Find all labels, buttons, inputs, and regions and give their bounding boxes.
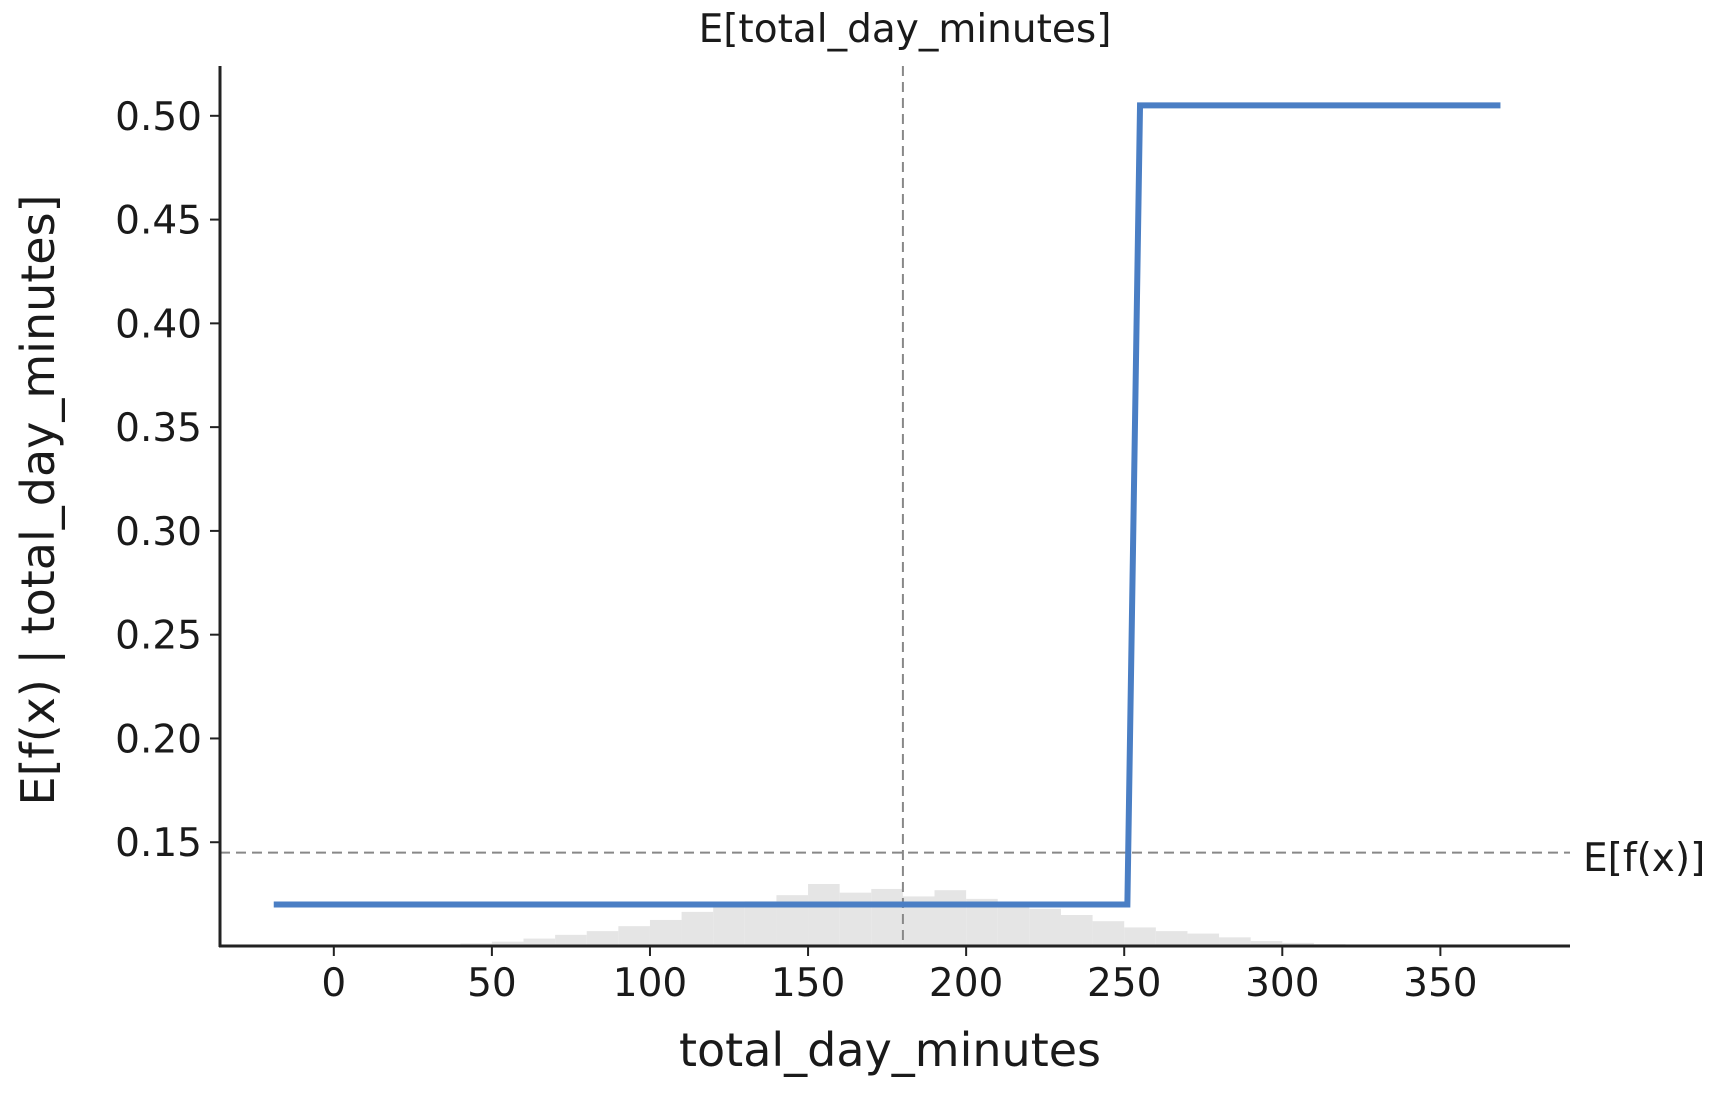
histogram-bar	[1155, 931, 1188, 946]
histogram-bar	[681, 911, 714, 946]
histogram-bar	[555, 934, 587, 946]
histogram-bar	[586, 931, 619, 946]
histogram-bar	[1092, 921, 1125, 946]
histogram-bar	[618, 926, 650, 946]
y-tick-label: 0.30	[115, 510, 202, 555]
y-tick-label: 0.45	[115, 199, 202, 244]
x-tick-label: 100	[613, 961, 687, 1006]
histogram-bar	[1187, 933, 1220, 946]
histogram-bar	[1124, 927, 1156, 946]
y-tick-label: 0.35	[115, 406, 202, 451]
histogram-bar	[871, 888, 903, 946]
x-tick-label: 150	[771, 961, 845, 1006]
axes	[218, 66, 1570, 948]
x-tick-label: 350	[1403, 961, 1477, 1006]
series-layer	[273, 102, 1501, 908]
y-tick-label: 0.50	[115, 95, 202, 140]
histogram-bar	[997, 905, 1030, 946]
histogram-bar	[1282, 942, 1314, 946]
histogram-bar	[1250, 941, 1283, 946]
histogram-bar	[523, 938, 556, 946]
pdp-line	[273, 102, 1501, 908]
x-tick-label: 250	[1087, 961, 1161, 1006]
histogram-bar	[1219, 937, 1251, 946]
y-tick-label: 0.40	[115, 302, 202, 347]
x-tick-label: 0	[321, 961, 346, 1006]
x-tick-label: 50	[467, 961, 517, 1006]
y-tick-label: 0.25	[115, 614, 202, 659]
histogram-bar	[744, 901, 777, 946]
y-tick-label: 0.15	[115, 821, 202, 866]
y-tick-label: 0.20	[115, 717, 202, 762]
histogram-bar	[491, 941, 524, 946]
histogram-bar	[649, 919, 682, 946]
x-axis-title: total_day_minutes	[679, 1023, 1101, 1077]
y-axis-title: E[f(x) | total_day_minutes]	[11, 194, 66, 805]
histogram-bar	[713, 905, 745, 946]
histogram-bar	[1029, 908, 1061, 946]
reference-lines	[220, 66, 1570, 946]
expected-feature-label: E[total_day_minutes]	[699, 7, 1112, 52]
x-tick-label: 200	[929, 961, 1003, 1006]
x-tick-label: 300	[1245, 961, 1319, 1006]
histogram-bar	[1060, 915, 1093, 946]
histogram-bar	[839, 892, 872, 946]
ticks: 0 50 100 150 200 250 300 350 0.15 0.20 0.25 0.30 0.3…	[115, 95, 1477, 1006]
expected-value-label: E[f(x)]	[1583, 836, 1705, 881]
histogram-bar	[934, 890, 967, 946]
histogram-bar	[808, 884, 840, 946]
